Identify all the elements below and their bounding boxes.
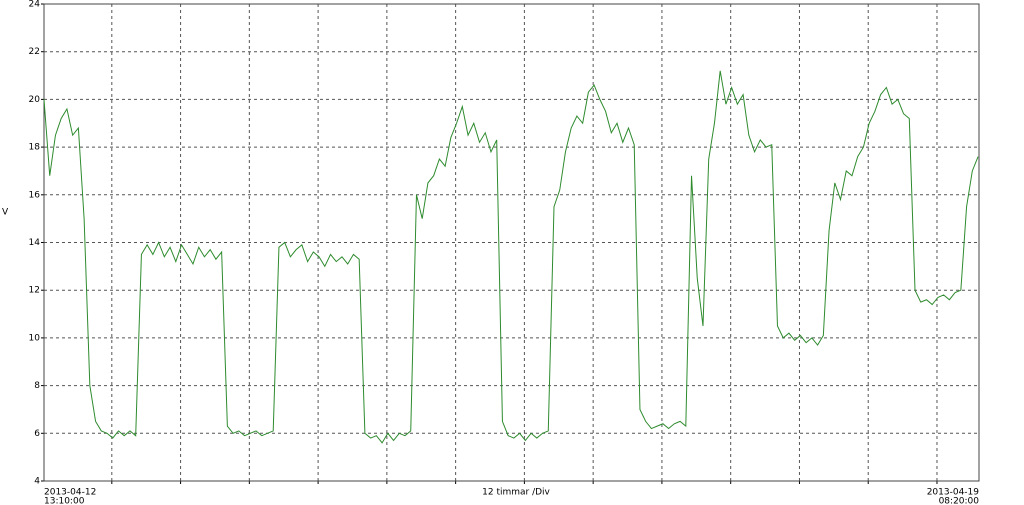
y-tick-label: 12 bbox=[29, 286, 40, 296]
x-end-time: 08:20:00 bbox=[939, 497, 980, 505]
x-start-time: 13:10:00 bbox=[44, 497, 85, 505]
x-end-date: 2013-04-19 bbox=[927, 488, 980, 498]
y-tick-label: 8 bbox=[34, 381, 40, 391]
y-axis-label: V bbox=[2, 208, 9, 218]
y-tick-label: 16 bbox=[29, 190, 41, 200]
y-tick-label: 18 bbox=[29, 143, 41, 153]
y-tick-label: 14 bbox=[29, 238, 41, 248]
data-line bbox=[43, 70, 979, 444]
plot-frame bbox=[43, 3, 980, 482]
y-tick-label: 4 bbox=[34, 477, 40, 487]
x-start-date: 2013-04-12 bbox=[44, 488, 96, 498]
y-tick-label: 10 bbox=[29, 333, 41, 343]
x-axis-label: 12 timmar /Div bbox=[482, 488, 550, 498]
y-tick-label: 20 bbox=[29, 95, 41, 105]
y-tick-label: 24 bbox=[29, 0, 41, 10]
y-tick-label: 6 bbox=[34, 429, 40, 439]
y-tick-label: 22 bbox=[29, 47, 40, 57]
